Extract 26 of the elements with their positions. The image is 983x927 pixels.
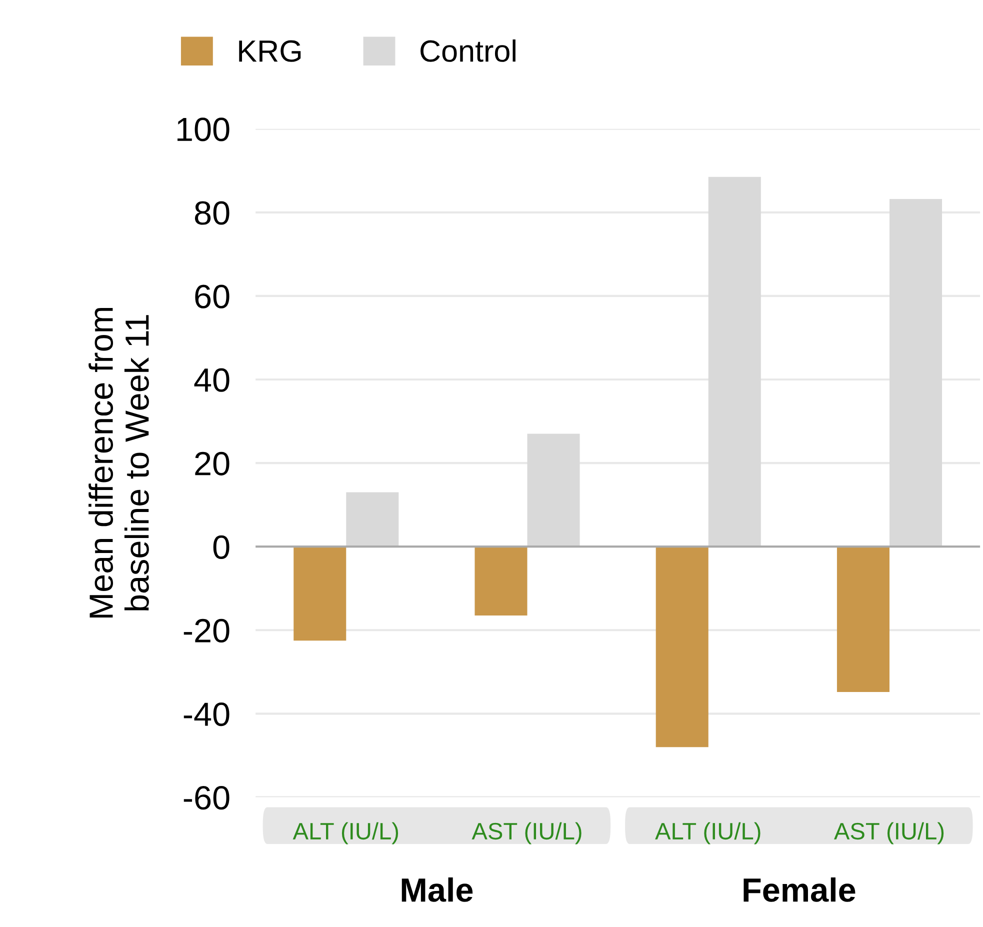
y-tick-label: 0 bbox=[213, 535, 230, 559]
x-tick-label: ALT (IU/L) bbox=[655, 822, 760, 844]
y-axis-title: Mean difference from baseline to Week 11 bbox=[88, 308, 149, 618]
bar bbox=[708, 176, 761, 547]
legend-label: Control bbox=[420, 39, 516, 62]
bar bbox=[656, 546, 708, 748]
y-tick-label: 100 bbox=[178, 118, 230, 142]
text: Female bbox=[744, 877, 856, 902]
y-tick-label: -40 bbox=[184, 702, 230, 726]
bar bbox=[889, 199, 942, 547]
y-tick-label: 80 bbox=[194, 201, 230, 225]
text: Male bbox=[402, 877, 473, 902]
y-tick-label: 40 bbox=[194, 368, 230, 392]
bar bbox=[346, 492, 399, 547]
x-tick-label: AST (IU/L) bbox=[472, 822, 582, 844]
y-tick-label: 20 bbox=[195, 452, 230, 476]
bar bbox=[527, 434, 580, 547]
y-tick-label: 60 bbox=[195, 284, 230, 308]
bar bbox=[836, 546, 890, 692]
bar bbox=[474, 546, 528, 616]
bar bbox=[294, 546, 346, 641]
y-tick-label: -60 bbox=[184, 786, 230, 810]
legend-label: KRG bbox=[239, 40, 301, 62]
x-tick-label: AST (IU/L) bbox=[834, 822, 944, 844]
x-tick-label: ALT (IU/L) bbox=[292, 822, 398, 844]
y-tick-label: -20 bbox=[184, 618, 230, 643]
